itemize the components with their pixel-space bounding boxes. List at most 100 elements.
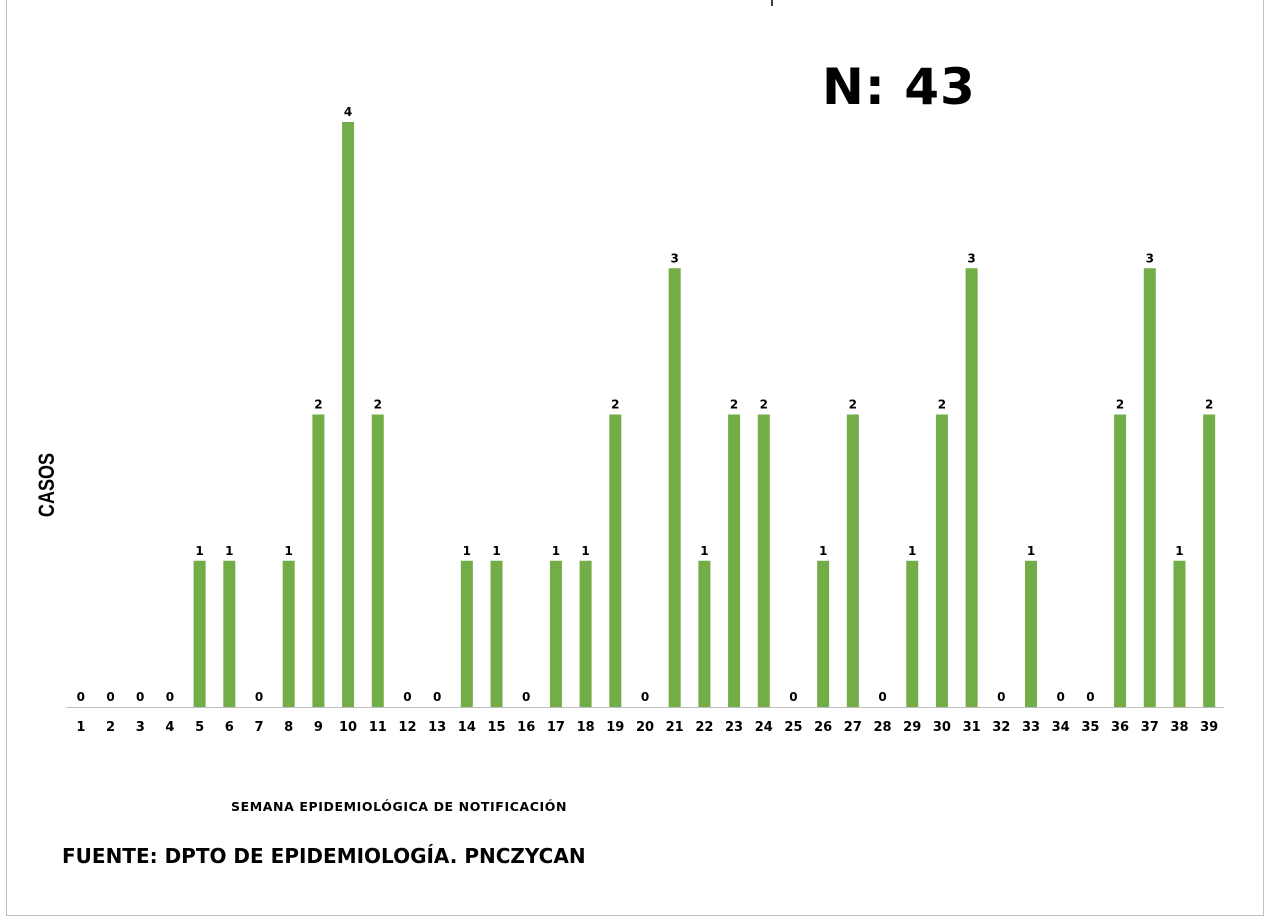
bar-week-15 — [490, 560, 503, 707]
tick-label-week-23: 23 — [725, 720, 743, 735]
value-label-week-9: 2 — [314, 398, 322, 412]
tick-label-week-13: 13 — [428, 720, 446, 735]
tick-label-week-7: 7 — [254, 720, 263, 735]
value-label-week-7: 0 — [255, 690, 263, 704]
value-label-week-19: 2 — [611, 398, 619, 412]
value-label-week-24: 2 — [760, 398, 768, 412]
value-label-week-18: 1 — [581, 544, 589, 558]
value-label-week-3: 0 — [136, 690, 144, 704]
tick-label-week-31: 31 — [963, 720, 981, 735]
tick-label-week-2: 2 — [106, 720, 115, 735]
tick-label-week-36: 36 — [1111, 720, 1129, 735]
bar-week-30 — [935, 414, 948, 707]
value-label-week-29: 1 — [908, 544, 916, 558]
tick-label-week-33: 33 — [1022, 720, 1040, 735]
value-label-week-33: 1 — [1027, 544, 1035, 558]
value-label-week-15: 1 — [492, 544, 500, 558]
tick-label-week-26: 26 — [814, 720, 832, 735]
value-label-week-23: 2 — [730, 398, 738, 412]
tick-label-week-15: 15 — [487, 720, 505, 735]
bar-week-6 — [223, 560, 236, 707]
value-label-week-31: 3 — [967, 251, 975, 265]
bar-week-14 — [460, 560, 473, 707]
tick-label-week-1: 1 — [76, 720, 85, 735]
value-label-week-6: 1 — [225, 544, 233, 558]
bar-week-31 — [965, 268, 978, 707]
value-label-week-27: 2 — [849, 398, 857, 412]
tick-label-week-24: 24 — [755, 720, 773, 735]
value-label-week-13: 0 — [433, 690, 441, 704]
value-label-week-14: 1 — [463, 544, 471, 558]
tick-label-week-5: 5 — [195, 720, 204, 735]
bar-week-26 — [817, 560, 830, 707]
bar-week-27 — [846, 414, 859, 707]
bar-week-39 — [1203, 414, 1216, 707]
value-labels-group: 0 0 0 0 1 1 0 1 2 4 2 0 0 1 1 0 1 1 2 0 3 1 2 2 0 1 2 0 1 2 3 0 1 0 0 2 3 1 2 — [77, 105, 1214, 704]
tick-label-week-6: 6 — [225, 720, 234, 735]
tick-label-week-28: 28 — [873, 720, 891, 735]
bar-week-37 — [1143, 268, 1156, 707]
value-label-week-25: 0 — [789, 690, 797, 704]
tick-label-week-8: 8 — [284, 720, 293, 735]
value-label-week-38: 1 — [1175, 544, 1183, 558]
bar-week-21 — [668, 268, 681, 707]
bar-week-36 — [1114, 414, 1127, 707]
tick-label-week-4: 4 — [165, 720, 174, 735]
tick-label-week-14: 14 — [458, 720, 476, 735]
bar-week-24 — [757, 414, 770, 707]
chart-frame — [6, 0, 1264, 916]
bar-week-19 — [609, 414, 622, 707]
value-label-week-36: 2 — [1116, 398, 1124, 412]
value-label-week-11: 2 — [374, 398, 382, 412]
value-label-week-17: 1 — [552, 544, 560, 558]
tick-label-week-29: 29 — [903, 720, 921, 735]
bar-week-17 — [549, 560, 562, 707]
top-edge-mark — [771, 0, 773, 6]
tick-label-week-10: 10 — [339, 720, 357, 735]
value-label-week-39: 2 — [1205, 398, 1213, 412]
value-label-week-34: 0 — [1057, 690, 1065, 704]
tick-label-week-39: 39 — [1200, 720, 1218, 735]
value-label-week-16: 0 — [522, 690, 530, 704]
tick-label-week-37: 37 — [1141, 720, 1159, 735]
tick-label-week-12: 12 — [398, 720, 416, 735]
source-note: FUENTE: DPTO DE EPIDEMIOLOGÍA. PNCZYCAN — [62, 844, 586, 868]
value-label-week-21: 3 — [671, 251, 679, 265]
tick-label-week-25: 25 — [784, 720, 802, 735]
bar-week-9 — [312, 414, 325, 707]
value-label-week-26: 1 — [819, 544, 827, 558]
bar-week-10 — [342, 122, 355, 707]
total-count-label: N: 43 — [822, 58, 976, 116]
bars-group — [193, 122, 1216, 707]
tick-label-week-38: 38 — [1170, 720, 1188, 735]
value-label-week-32: 0 — [997, 690, 1005, 704]
tick-label-week-22: 22 — [695, 720, 713, 735]
value-label-week-12: 0 — [403, 690, 411, 704]
tick-label-week-3: 3 — [136, 720, 145, 735]
bar-week-8 — [282, 560, 295, 707]
value-label-week-2: 0 — [106, 690, 114, 704]
tick-label-week-19: 19 — [606, 720, 624, 735]
tick-label-week-35: 35 — [1081, 720, 1099, 735]
value-label-week-30: 2 — [938, 398, 946, 412]
tick-label-week-16: 16 — [517, 720, 535, 735]
tick-label-week-30: 30 — [933, 720, 951, 735]
value-label-week-8: 1 — [285, 544, 293, 558]
value-label-week-4: 0 — [166, 690, 174, 704]
bar-week-18 — [579, 560, 592, 707]
value-label-week-35: 0 — [1086, 690, 1094, 704]
bar-week-11 — [371, 414, 384, 707]
y-axis-label: CASOS — [34, 452, 59, 518]
value-label-week-28: 0 — [878, 690, 886, 704]
x-axis-label: SEMANA EPIDEMIOLÓGICA DE NOTIFICACIÓN — [231, 799, 568, 814]
value-label-week-37: 3 — [1146, 251, 1154, 265]
bar-week-29 — [906, 560, 919, 707]
tick-label-week-20: 20 — [636, 720, 654, 735]
tick-label-week-9: 9 — [314, 720, 323, 735]
bar-week-23 — [728, 414, 741, 707]
tick-labels-group: 1 2 3 4 5 6 7 8 9 10 11 12 13 14 15 16 17 18 19 20 21 22 23 24 2… — [76, 720, 1218, 735]
tick-label-week-11: 11 — [369, 720, 387, 735]
bar-week-38 — [1173, 560, 1186, 707]
value-label-week-22: 1 — [700, 544, 708, 558]
